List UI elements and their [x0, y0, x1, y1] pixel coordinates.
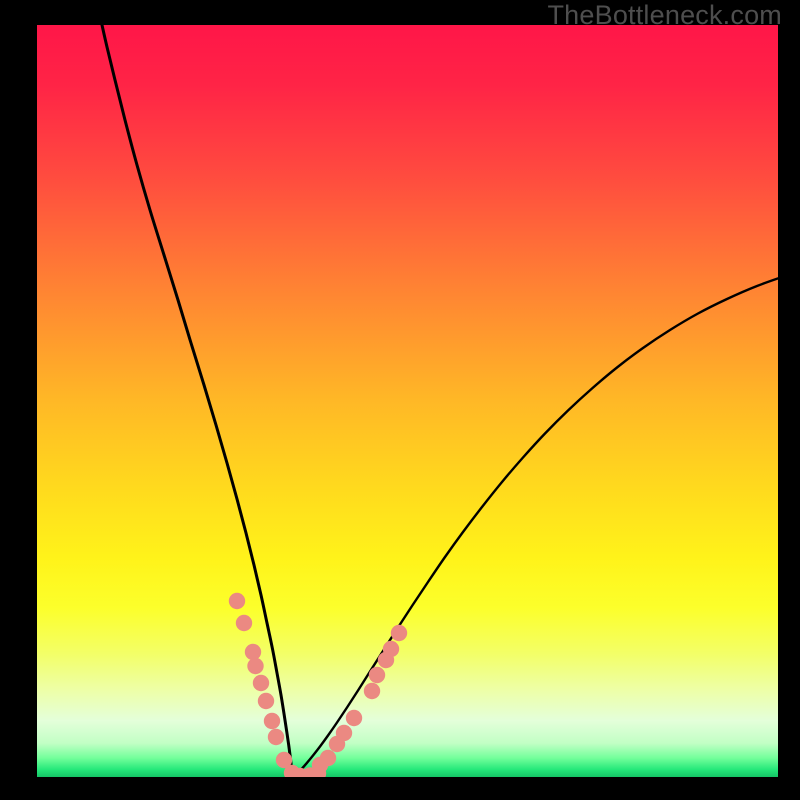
curves-layer: [37, 25, 778, 777]
curve-left: [102, 25, 292, 777]
marker-right: [383, 641, 399, 657]
marker-left: [247, 658, 263, 674]
marker-left: [264, 713, 280, 729]
marker-right: [391, 625, 407, 641]
marker-right: [369, 667, 385, 683]
marker-left: [268, 729, 284, 745]
watermark-text: TheBottleneck.com: [547, 0, 782, 31]
marker-left: [229, 593, 245, 609]
marker-left: [236, 615, 252, 631]
marker-right: [336, 725, 352, 741]
marker-right: [346, 710, 362, 726]
marker-right: [364, 683, 380, 699]
marker-left: [253, 675, 269, 691]
curve-right: [292, 267, 778, 778]
marker-bottom: [320, 750, 336, 766]
plot-area: [37, 25, 778, 777]
marker-left: [258, 693, 274, 709]
marker-left: [245, 644, 261, 660]
